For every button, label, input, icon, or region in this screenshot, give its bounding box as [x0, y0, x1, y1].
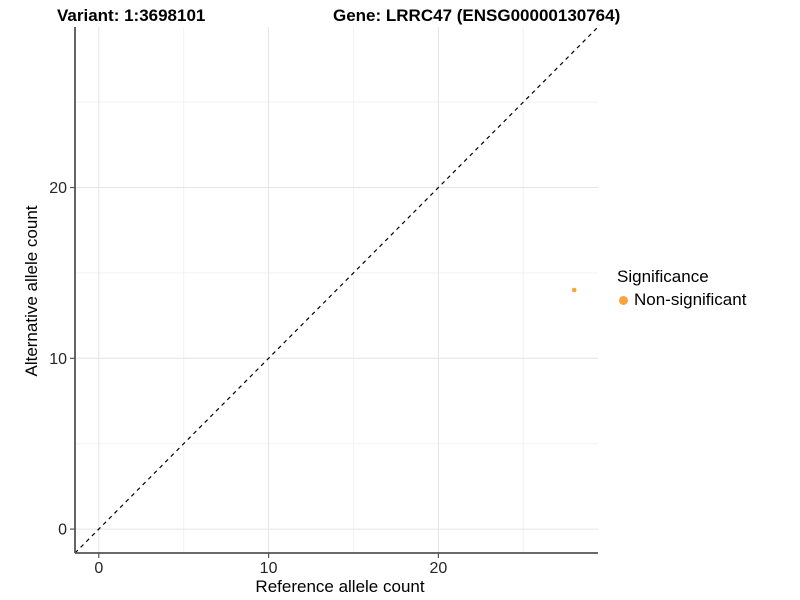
legend-item-label: Non-significant: [634, 290, 747, 309]
x-tick-label: 10: [260, 560, 278, 577]
variant-title: Variant: 1:3698101: [57, 6, 206, 25]
y-axis-title: Alternative allele count: [22, 205, 41, 377]
identity-line: [74, 26, 599, 554]
legend-item-non-significant: Non-significant: [617, 290, 746, 310]
gene-title: Gene: LRRC47 (ENSG00000130764): [333, 6, 621, 25]
x-axis-title: Reference allele count: [255, 577, 425, 596]
legend: Significance Non-significant: [617, 266, 746, 310]
legend-title: Significance: [617, 267, 709, 286]
data-point: [571, 287, 577, 293]
x-tick-label: 20: [429, 560, 447, 577]
y-tick-label: 20: [49, 180, 67, 197]
y-tick-label: 0: [58, 522, 67, 539]
legend-point-icon: [619, 295, 628, 305]
y-tick-label: 10: [49, 351, 67, 368]
x-tick-label: 0: [94, 560, 103, 577]
